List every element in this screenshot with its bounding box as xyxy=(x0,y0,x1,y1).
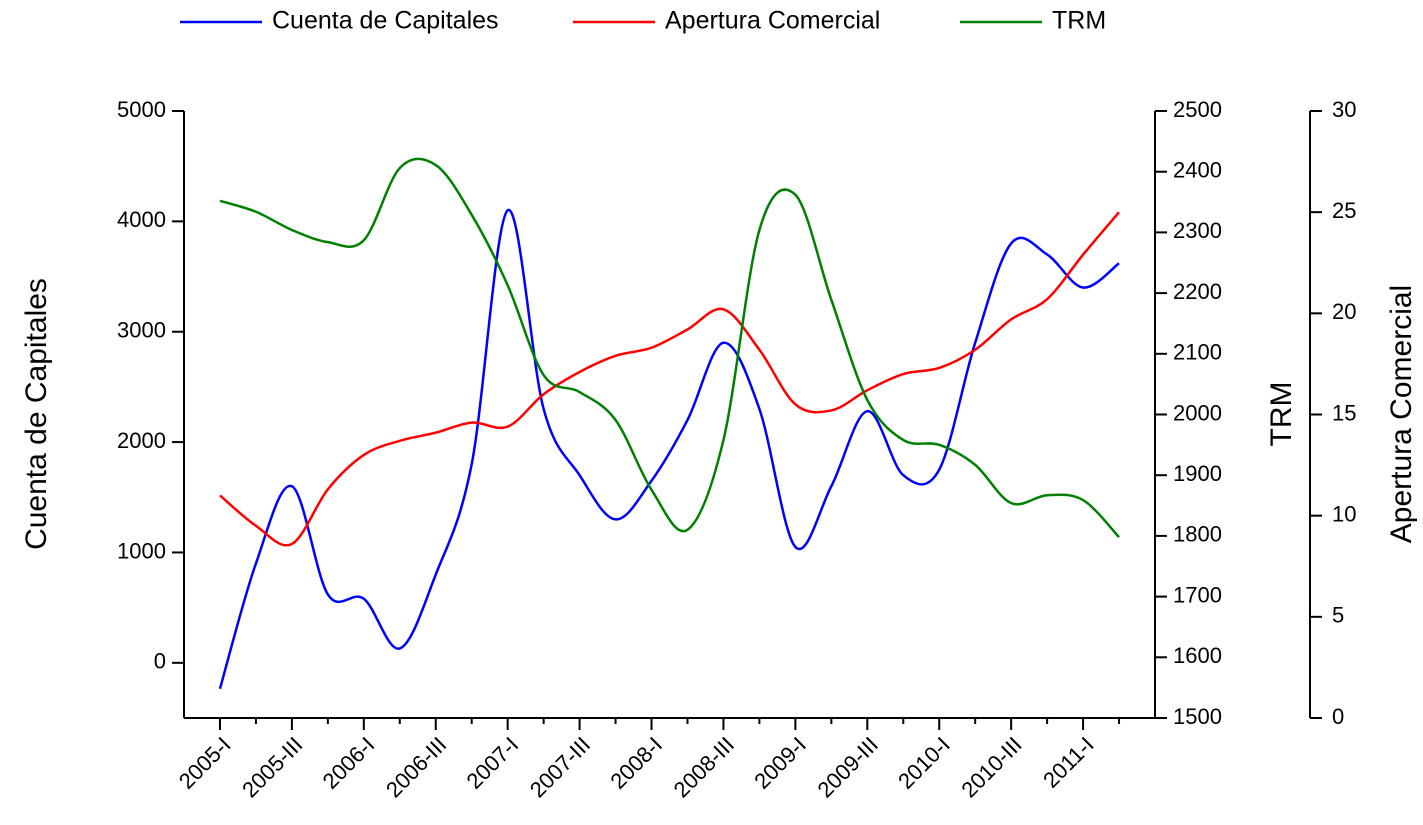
y2-tick-label: 2300 xyxy=(1173,218,1222,243)
x-tick-label: 2007-I xyxy=(462,732,524,794)
x-tick-label: 2008-III xyxy=(669,732,739,802)
y-tick-label: 1000 xyxy=(117,538,166,563)
y-axis-title: Cuenta de Capitales xyxy=(20,278,53,550)
x-tick-label: 2006-III xyxy=(381,732,451,802)
y2-tick-label: 2000 xyxy=(1173,400,1222,425)
legend-text: TRM xyxy=(1052,7,1106,35)
y3-tick-label: 20 xyxy=(1332,299,1356,324)
x-tick-label: 2008-I xyxy=(605,732,667,794)
y2-tick-label: 1700 xyxy=(1173,582,1222,607)
y2-tick-label: 1500 xyxy=(1173,704,1222,729)
series-line xyxy=(219,157,1120,538)
x-tick-label: 2010-I xyxy=(893,732,955,794)
y-tick-label: 2000 xyxy=(117,428,166,453)
y-tick-label: 4000 xyxy=(117,207,166,232)
y3-tick-label: 25 xyxy=(1332,198,1356,223)
y3-tick-label: 15 xyxy=(1332,400,1356,425)
y3-axis-title: Apertura Comercial xyxy=(1385,285,1418,543)
y-tick-label: 3000 xyxy=(117,318,166,343)
y2-tick-label: 2100 xyxy=(1173,340,1222,365)
x-tick-label: 2009-I xyxy=(749,732,811,794)
x-tick-label: 2009-III xyxy=(813,732,883,802)
x-tick-label: 2011-I xyxy=(1038,732,1099,793)
y3-tick-label: 10 xyxy=(1332,501,1356,526)
legend-text: Apertura Comercial xyxy=(665,7,880,35)
y2-tick-label: 1900 xyxy=(1173,461,1222,486)
x-tick-label: 2005-III xyxy=(237,732,307,802)
y3-tick-label: 30 xyxy=(1332,97,1356,122)
series-line xyxy=(218,209,1120,690)
y2-tick-label: 1800 xyxy=(1173,522,1222,547)
y-tick-label: 5000 xyxy=(117,97,166,122)
y2-tick-label: 1600 xyxy=(1173,643,1222,668)
y2-axis-title: TRM xyxy=(1265,382,1298,447)
x-tick-label: 2007-III xyxy=(525,732,595,802)
x-tick-label: 2005-I xyxy=(174,732,236,794)
y2-tick-label: 2400 xyxy=(1173,158,1222,183)
y3-tick-label: 5 xyxy=(1332,603,1344,628)
y2-tick-label: 2500 xyxy=(1173,97,1222,122)
x-tick-label: 2006-I xyxy=(318,732,380,794)
x-tick-label: 2010-III xyxy=(956,732,1026,802)
y2-tick-label: 2200 xyxy=(1173,279,1222,304)
series-line xyxy=(219,211,1120,547)
y-tick-label: 0 xyxy=(154,649,166,674)
y3-tick-label: 0 xyxy=(1332,704,1344,729)
legend-text: Cuenta de Capitales xyxy=(272,7,499,35)
